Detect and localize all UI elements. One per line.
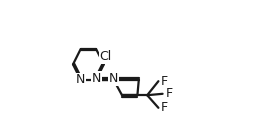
Text: F: F [166,87,173,100]
Text: N: N [91,72,101,85]
Text: N: N [109,72,118,85]
Text: F: F [161,101,168,114]
Text: Cl: Cl [99,50,112,63]
Text: F: F [161,75,168,88]
Text: N: N [76,73,85,86]
